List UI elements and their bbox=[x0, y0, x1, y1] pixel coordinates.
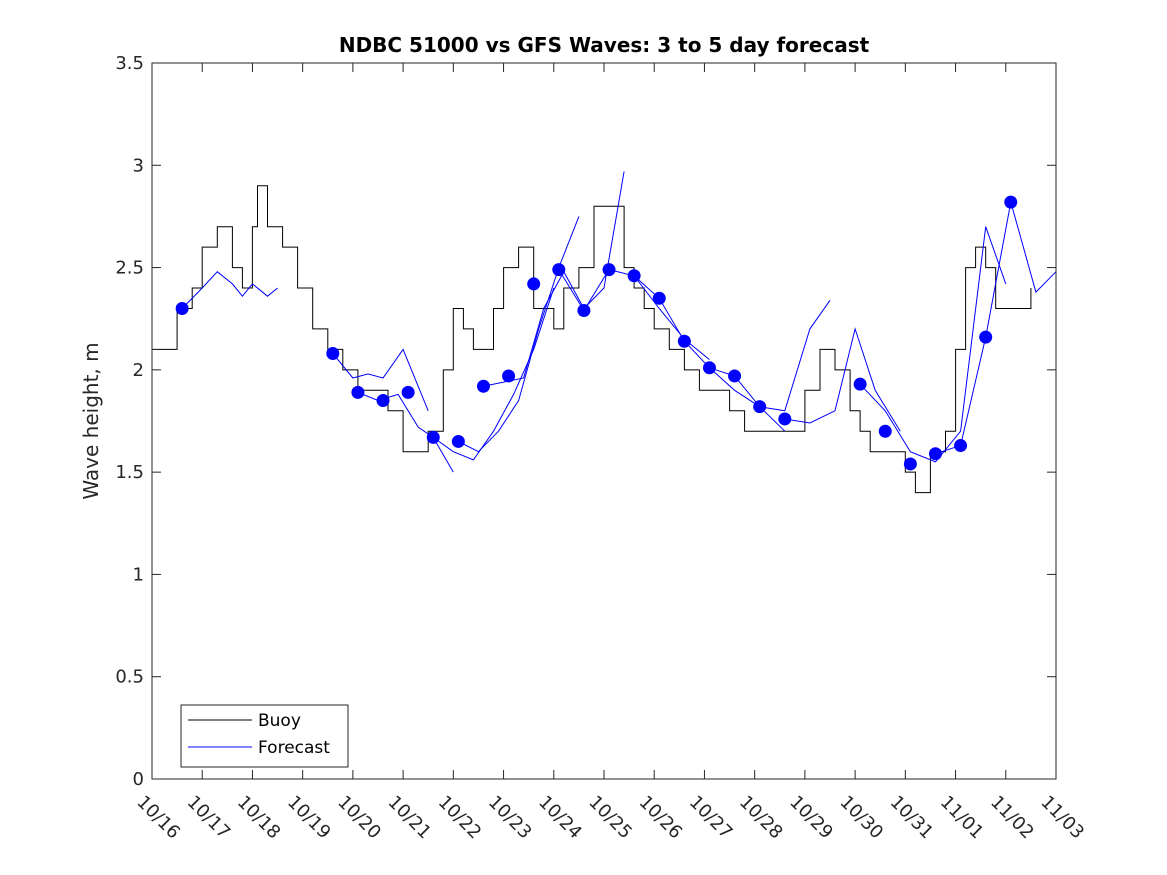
y-tick-label: 2.5 bbox=[115, 258, 144, 279]
forecast-point bbox=[426, 430, 440, 444]
forecast-point bbox=[778, 412, 792, 426]
forecast-point bbox=[351, 385, 365, 399]
forecast-series-line bbox=[432, 287, 555, 461]
y-tick-label: 2 bbox=[133, 360, 144, 381]
forecast-point bbox=[502, 369, 516, 383]
legend: Buoy Forecast bbox=[180, 704, 349, 768]
forecast-series-line bbox=[181, 271, 278, 309]
forecast-point bbox=[376, 394, 390, 408]
legend-forecast-label: Forecast bbox=[258, 738, 330, 758]
chart-title: NDBC 51000 vs GFS Waves: 3 to 5 day fore… bbox=[339, 33, 870, 57]
marker-layer bbox=[175, 195, 1018, 471]
legend-box bbox=[180, 704, 349, 768]
forecast-point bbox=[903, 457, 917, 471]
y-tick-label: 3.5 bbox=[115, 53, 144, 74]
forecast-point bbox=[928, 447, 942, 461]
forecast-point bbox=[677, 334, 691, 348]
forecast-point bbox=[753, 400, 767, 414]
y-axis-label: Wave height, m bbox=[79, 342, 103, 499]
legend-buoy-label: Buoy bbox=[258, 711, 301, 731]
forecast-point bbox=[1004, 195, 1018, 209]
y-tick-label: 3 bbox=[133, 155, 144, 176]
forecast-point bbox=[401, 385, 415, 399]
forecast-series-line bbox=[859, 226, 1007, 463]
forecast-point bbox=[853, 377, 867, 391]
y-tick-label: 0 bbox=[133, 769, 144, 790]
forecast-series-line bbox=[332, 348, 429, 411]
forecast-point bbox=[527, 277, 541, 291]
forecast-point bbox=[627, 269, 641, 283]
forecast-point bbox=[979, 330, 993, 344]
y-tick-label: 0.5 bbox=[115, 667, 144, 688]
forecast-point bbox=[728, 369, 742, 383]
forecast-point bbox=[602, 263, 616, 277]
forecast-point bbox=[652, 291, 666, 305]
forecast-point bbox=[326, 346, 340, 360]
forecast-series-line bbox=[784, 327, 901, 432]
forecast-point bbox=[175, 301, 189, 315]
forecast-point bbox=[476, 379, 490, 393]
forecast-point bbox=[451, 434, 465, 448]
y-tick-label: 1 bbox=[133, 564, 144, 585]
y-tick-label: 1.5 bbox=[115, 462, 144, 483]
forecast-point bbox=[878, 424, 892, 438]
forecast-point bbox=[577, 304, 591, 318]
forecast-point bbox=[954, 439, 968, 453]
forecast-point bbox=[552, 263, 566, 277]
forecast-series-line bbox=[357, 391, 454, 473]
forecast-point bbox=[702, 361, 716, 375]
